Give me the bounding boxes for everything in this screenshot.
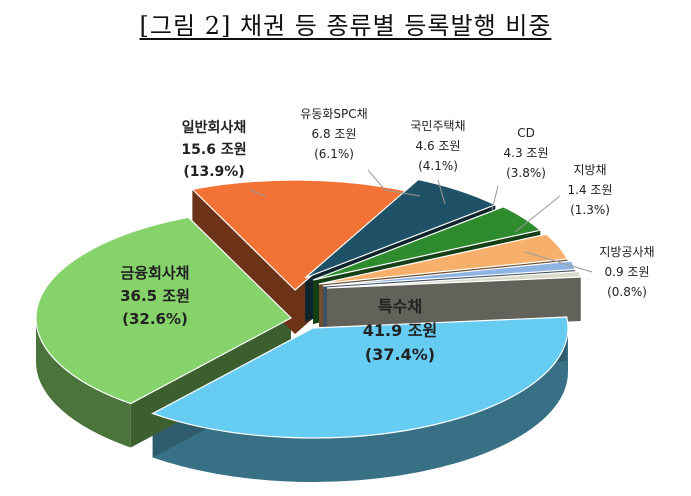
leader-line-7 — [524, 251, 593, 273]
chart-title: [그림 2] 채권 등 종류별 등록발행 비중 — [139, 12, 552, 40]
slice-label-name-7: 지방공사채 — [599, 245, 654, 259]
slice-label-name-4: 국민주택채 — [410, 119, 465, 133]
slice-cut-7-1 — [327, 277, 581, 332]
slice-label-percent-7: (0.8%) — [607, 285, 647, 299]
slice-label-percent-3: (6.1%) — [314, 147, 354, 161]
slice-label-value-5: 4.3 조원 — [504, 146, 549, 160]
leader-line-2 — [249, 189, 266, 197]
slice-label-value-7: 0.9 조원 — [605, 265, 650, 279]
pie-slice-7 — [326, 270, 582, 289]
pie-slice-1 — [35, 216, 293, 405]
pie-slice-3 — [304, 178, 497, 279]
leader-line-5 — [491, 185, 499, 211]
slice-label-value-1: 36.5 조원 — [120, 287, 190, 305]
slice-label-percent-0: (37.4%) — [365, 345, 435, 364]
pie-slice-5 — [318, 233, 569, 285]
pie-tops — [35, 178, 582, 439]
slice-label-percent-5: (3.8%) — [506, 166, 546, 180]
slice-label-name-3: 유동화SPC채 — [300, 107, 367, 121]
leader-line-3 — [367, 169, 421, 197]
slice-label-value-2: 15.6 조원 — [181, 142, 246, 158]
slice-label-name-1: 금융회사채 — [120, 264, 189, 282]
pie-slice-0 — [151, 316, 569, 439]
slice-label-percent-6: (1.3%) — [570, 203, 610, 217]
pie-labels: 특수채 41.9 조원 (37.4%) 금융회사채 36.5 조원 (32.6%) 일반회사… — [120, 107, 655, 364]
slice-label-name-5: CD — [517, 126, 535, 140]
slice-label-percent-4: (4.1%) — [418, 159, 458, 173]
slice-side-1 — [36, 318, 131, 448]
slice-label-value-3: 6.8 조원 — [312, 127, 357, 141]
leader-line-4 — [437, 179, 446, 205]
slice-label-percent-2: (13.9%) — [183, 164, 244, 180]
slice-label-value-0: 41.9 조원 — [363, 321, 438, 340]
leader-line-6 — [514, 195, 561, 233]
slice-label-value-4: 4.6 조원 — [416, 139, 461, 153]
pie-slice-6 — [322, 260, 576, 287]
slice-label-percent-1: (32.6%) — [122, 310, 188, 328]
slice-label-name-0: 특수채 — [378, 297, 422, 316]
slice-side-0 — [152, 328, 569, 482]
slice-label-value-6: 1.4 조원 — [568, 183, 613, 197]
pie-slice-4 — [312, 206, 542, 281]
slice-label-name-6: 지방채 — [573, 163, 606, 177]
pie-slice-2 — [191, 179, 410, 291]
slice-label-name-2: 일반회사채 — [182, 119, 246, 136]
